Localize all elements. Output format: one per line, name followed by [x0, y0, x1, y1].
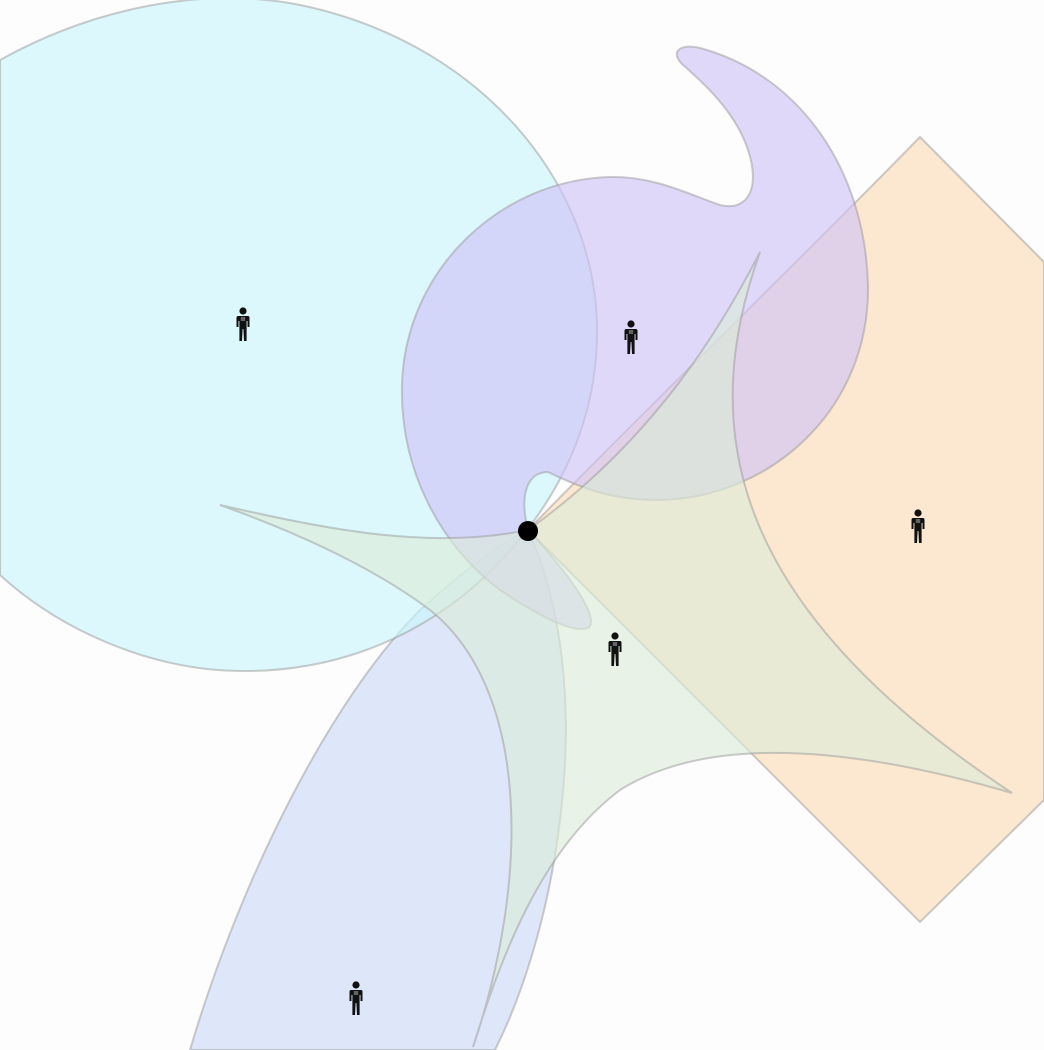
center-dot [518, 521, 538, 541]
